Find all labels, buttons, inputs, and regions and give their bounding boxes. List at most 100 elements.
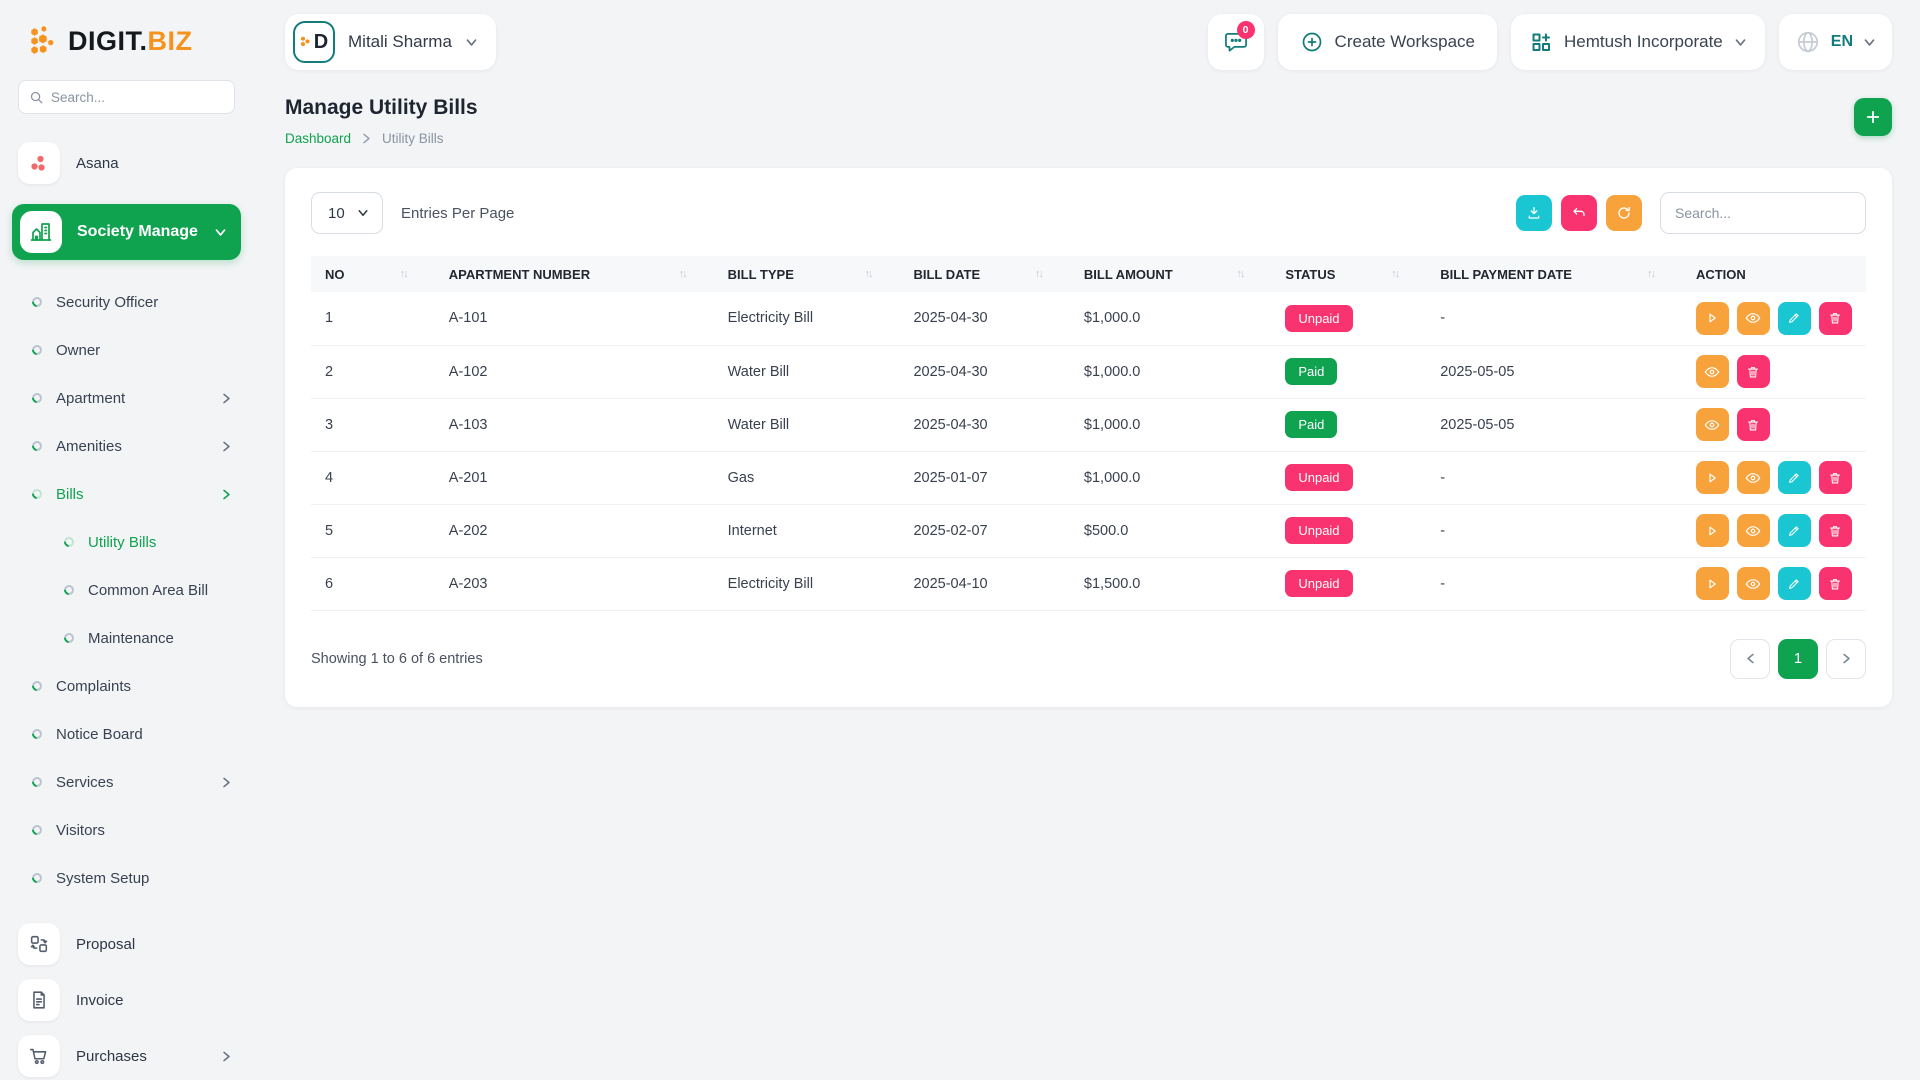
- sidebar-item-proposal[interactable]: Proposal: [0, 916, 253, 972]
- add-bill-button[interactable]: [1854, 98, 1892, 136]
- column-header-no[interactable]: NO↑↓: [311, 256, 435, 292]
- bullet-icon: [30, 727, 44, 741]
- delete-button[interactable]: [1819, 461, 1852, 494]
- column-header-action: ACTION: [1682, 256, 1866, 292]
- sidebar-item-services[interactable]: Services: [0, 758, 253, 806]
- refresh-button[interactable]: [1606, 195, 1642, 231]
- sidebar-item-label: Proposal: [76, 936, 233, 953]
- cell-payment-date: -: [1426, 557, 1682, 610]
- sidebar-item-owner[interactable]: Owner: [0, 326, 253, 374]
- table-row: 6 A-203 Electricity Bill 2025-04-10 $1,5…: [311, 557, 1866, 610]
- cell-payment-date: 2025-05-05: [1426, 345, 1682, 398]
- bullet-icon: [30, 295, 44, 309]
- pay-button[interactable]: [1696, 514, 1729, 547]
- sidebar-item-society-manage[interactable]: Society Manage: [12, 204, 241, 260]
- view-button[interactable]: [1737, 302, 1770, 335]
- sidebar-item-label: Utility Bills: [88, 534, 233, 551]
- column-header-status[interactable]: STATUS↑↓: [1271, 256, 1426, 292]
- sidebar-item-purchases[interactable]: Purchases: [0, 1028, 253, 1080]
- breadcrumb-dashboard-link[interactable]: Dashboard: [285, 131, 351, 146]
- chat-button[interactable]: 0: [1208, 14, 1264, 70]
- delete-button[interactable]: [1819, 302, 1852, 335]
- edit-button[interactable]: [1778, 514, 1811, 547]
- view-button[interactable]: [1737, 514, 1770, 547]
- next-page-button[interactable]: [1826, 639, 1866, 679]
- column-header-bill-payment-date[interactable]: BILL PAYMENT DATE↑↓: [1426, 256, 1682, 292]
- export-button[interactable]: [1516, 195, 1552, 231]
- delete-button[interactable]: [1737, 408, 1770, 441]
- sidebar-item-apartment[interactable]: Apartment: [0, 374, 253, 422]
- edit-button[interactable]: [1778, 461, 1811, 494]
- page-head: Manage Utility Bills Dashboard Utility B…: [285, 96, 1892, 146]
- cell-no: 6: [311, 557, 435, 610]
- sidebar-item-asana[interactable]: Asana: [0, 132, 253, 194]
- delete-button[interactable]: [1737, 355, 1770, 388]
- delete-button[interactable]: [1819, 567, 1852, 600]
- view-button[interactable]: [1696, 408, 1729, 441]
- sidebar-item-label: Common Area Bill: [88, 582, 233, 599]
- view-button[interactable]: [1696, 355, 1729, 388]
- user-menu[interactable]: D Mitali Sharma: [285, 14, 496, 70]
- pencil-icon: [1787, 524, 1801, 538]
- avatar: D: [293, 21, 335, 63]
- sidebar-item-system-setup[interactable]: System Setup: [0, 854, 253, 902]
- edit-button[interactable]: [1778, 302, 1811, 335]
- eye-icon: [1745, 470, 1761, 486]
- sidebar-item-complaints[interactable]: Complaints: [0, 662, 253, 710]
- pay-button[interactable]: [1696, 461, 1729, 494]
- sidebar-item-common-area-bill[interactable]: Common Area Bill: [0, 566, 253, 614]
- cell-apartment: A-101: [435, 292, 714, 345]
- play-icon: [1705, 524, 1719, 538]
- column-header-bill-type[interactable]: BILL TYPE↑↓: [714, 256, 900, 292]
- chevron-right-icon: [220, 488, 233, 501]
- undo-button[interactable]: [1561, 195, 1597, 231]
- asana-icon: [18, 142, 60, 184]
- view-button[interactable]: [1737, 567, 1770, 600]
- pay-button[interactable]: [1696, 302, 1729, 335]
- pay-button[interactable]: [1696, 567, 1729, 600]
- sidebar-item-label: Complaints: [56, 678, 233, 695]
- sidebar-item-amenities[interactable]: Amenities: [0, 422, 253, 470]
- sidebar-item-invoice[interactable]: Invoice: [0, 972, 253, 1028]
- column-header-apartment-number[interactable]: APARTMENT NUMBER↑↓: [435, 256, 714, 292]
- sidebar-item-utility-bills[interactable]: Utility Bills: [0, 518, 253, 566]
- sidebar-item-label: Invoice: [76, 992, 233, 1009]
- status-badge: Unpaid: [1285, 464, 1352, 491]
- invoice-icon: [18, 979, 60, 1021]
- sort-icon: ↑↓: [679, 268, 700, 280]
- sidebar-item-label: Notice Board: [56, 726, 233, 743]
- sidebar-item-maintenance[interactable]: Maintenance: [0, 614, 253, 662]
- plus-circle-icon: [1300, 30, 1324, 54]
- pencil-icon: [1787, 311, 1801, 325]
- sidebar-item-security-officer[interactable]: Security Officer: [0, 278, 253, 326]
- sidebar-search-input[interactable]: [51, 90, 224, 105]
- language-code: EN: [1831, 33, 1853, 51]
- column-header-bill-amount[interactable]: BILL AMOUNT↑↓: [1070, 256, 1271, 292]
- previous-page-button[interactable]: [1730, 639, 1770, 679]
- sidebar-item-bills[interactable]: Bills: [0, 470, 253, 518]
- utility-bills-card: 10 Entries Per Page: [285, 168, 1892, 707]
- language-selector[interactable]: EN: [1779, 14, 1892, 70]
- sidebar-item-visitors[interactable]: Visitors: [0, 806, 253, 854]
- delete-button[interactable]: [1819, 514, 1852, 547]
- bullet-icon: [30, 343, 44, 357]
- view-button[interactable]: [1737, 461, 1770, 494]
- sidebar-item-notice-board[interactable]: Notice Board: [0, 710, 253, 758]
- create-workspace-button[interactable]: Create Workspace: [1278, 14, 1497, 70]
- table-search-input[interactable]: [1675, 193, 1851, 233]
- chevron-right-icon: [1840, 652, 1853, 665]
- user-name: Mitali Sharma: [348, 32, 452, 52]
- edit-button[interactable]: [1778, 567, 1811, 600]
- brand-logo[interactable]: DIGIT.BIZ: [0, 18, 253, 74]
- page-number-button[interactable]: 1: [1778, 639, 1818, 679]
- breadcrumb-current: Utility Bills: [382, 131, 444, 146]
- sidebar-item-label: Asana: [76, 155, 119, 172]
- trash-icon: [1828, 471, 1842, 485]
- eye-icon: [1745, 310, 1761, 326]
- entries-per-page-select[interactable]: 10: [311, 192, 383, 234]
- column-header-bill-date[interactable]: BILL DATE↑↓: [899, 256, 1069, 292]
- chevron-right-icon: [360, 132, 373, 145]
- sidebar-item-label: Maintenance: [88, 630, 233, 647]
- trash-icon: [1746, 418, 1760, 432]
- workspace-selector[interactable]: Hemtush Incorporate: [1511, 14, 1765, 70]
